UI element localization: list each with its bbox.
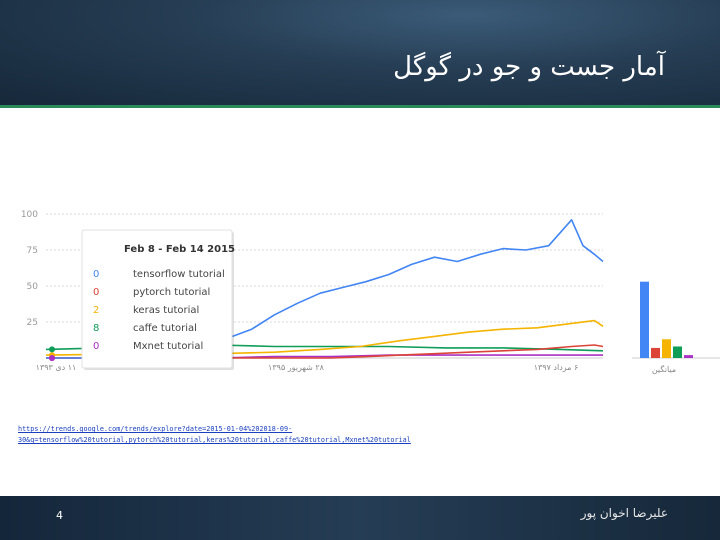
average-bar-keras-tutorial <box>662 339 671 358</box>
average-bar-pytorch-tutorial <box>651 347 660 358</box>
series-line-pytorch-tutorial <box>46 344 604 359</box>
tooltip-label: keras tutorial <box>133 305 199 316</box>
average-bar-chart: میانگین <box>632 281 720 374</box>
tooltip-box <box>81 229 233 369</box>
tooltip-value: 0 <box>93 287 99 298</box>
page-number: 4 <box>56 509 63 522</box>
hover-point <box>49 355 55 361</box>
x-tick-label: ۱۱ دی ۱۳۹۳ <box>36 363 77 372</box>
tooltip-value: 0 <box>93 341 99 352</box>
average-bar-mxnet-tutorial <box>684 355 693 358</box>
average-bar-caffe-tutorial <box>673 346 682 358</box>
hover-point <box>49 346 55 353</box>
tooltip-label: Mxnet tutorial <box>133 341 203 352</box>
tooltip-label: tensorflow tutorial <box>133 269 225 280</box>
x-tick-label: ۲۸ شهریور ۱۳۹۵ <box>268 363 325 372</box>
x-tick-labels: ۱۱ دی ۱۳۹۳ ۲۸ شهریور ۱۳۹۵ ۶ مرداد ۱۳۹۷ <box>36 363 579 372</box>
source-link-line1: https://trends.google.com/trends/explore… <box>18 425 293 433</box>
hover-tooltip: Feb 8 - Feb 14 2015 0 tensorflow tutorial 0… <box>81 229 235 370</box>
x-tick-label: ۶ مرداد ۱۳۹۷ <box>534 363 579 372</box>
tooltip-value: 2 <box>93 305 99 316</box>
y-tick-label: 100 <box>21 210 38 220</box>
y-tick-label: 50 <box>27 282 39 292</box>
tooltip-label: caffe tutorial <box>133 323 197 334</box>
average-bar-tensorflow-tutorial <box>640 281 649 358</box>
y-tick-label: 25 <box>27 318 38 328</box>
tooltip-value: 0 <box>93 269 99 280</box>
slide-header: آمار جست و جو در گوگل <box>0 0 720 105</box>
source-link-line2: 30&q=tensorflow%20tutorial,pytorch%20tut… <box>18 436 411 444</box>
bar-x-label: میانگین <box>652 364 676 374</box>
trends-chart: 100 75 50 25 ۱۱ دی ۱۳۹۳ ۲۸ شهریور ۱۳۹۵ ۶ مردا… <box>0 200 720 400</box>
tooltip-label: pytorch tutorial <box>133 287 210 298</box>
author-name: علیرضا اخوان پور <box>580 506 668 520</box>
source-link[interactable]: https://trends.google.com/trends/explore… <box>18 424 538 446</box>
trends-chart-svg: 100 75 50 25 ۱۱ دی ۱۳۹۳ ۲۸ شهریور ۱۳۹۵ ۶ مردا… <box>21 210 720 374</box>
y-tick-label: 75 <box>27 246 38 256</box>
slide-footer: 4 علیرضا اخوان پور <box>0 496 720 540</box>
slide-title: آمار جست و جو در گوگل <box>393 52 665 82</box>
header-divider <box>0 105 720 108</box>
tooltip-date: Feb 8 - Feb 14 2015 <box>124 244 235 255</box>
y-tick-labels: 100 75 50 25 <box>21 210 38 328</box>
tooltip-value: 8 <box>93 323 99 334</box>
